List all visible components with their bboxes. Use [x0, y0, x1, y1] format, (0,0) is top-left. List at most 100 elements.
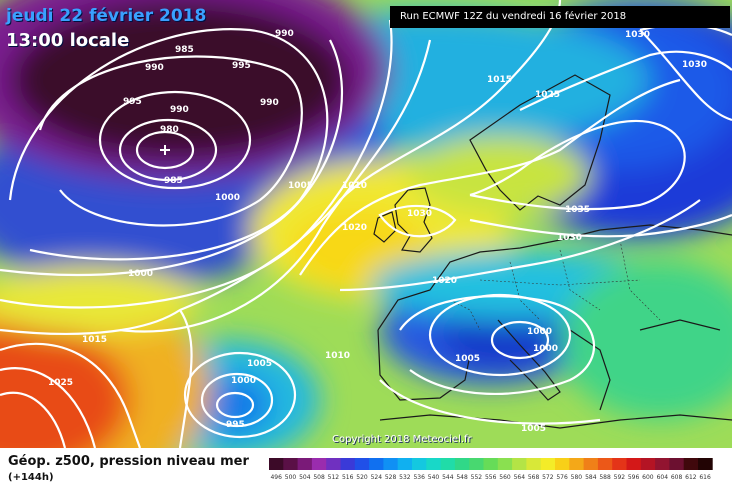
- scale-swatch: [469, 458, 484, 470]
- scale-swatch: [612, 458, 627, 470]
- scale-swatch: [597, 458, 613, 470]
- scale-tick-label: 496: [270, 474, 282, 481]
- scale-swatch: [640, 458, 656, 470]
- low-center-icon: [160, 145, 170, 155]
- scandinavia-coast: [469, 74, 611, 211]
- isobar-1010-west: [178, 309, 193, 448]
- scale-swatch: [354, 458, 370, 470]
- scale-tick-label: 596: [628, 474, 640, 481]
- isobar-label: 1010: [325, 351, 350, 361]
- scale-tick-label: 508: [313, 474, 325, 481]
- forecast-lead-time: (+144h): [8, 472, 54, 483]
- scale-tick-label: 576: [556, 474, 568, 481]
- low-marker: [160, 145, 170, 155]
- field-blue-cutoff: [200, 377, 270, 433]
- isobar-label: 1010: [342, 181, 367, 191]
- scale-swatch: [397, 458, 413, 470]
- isobar-1025-sw: [0, 391, 67, 448]
- scale-tick-label: 600: [642, 474, 654, 481]
- map-canvas: 985 990 990 995 995 990 990 980 985 1000…: [0, 0, 732, 448]
- scale-tick-label: 604: [657, 474, 669, 481]
- isobar-label: 980: [160, 125, 179, 135]
- coastlines: [373, 74, 732, 429]
- border-line: [619, 239, 661, 321]
- scale-tick-label: 548: [456, 474, 468, 481]
- scale-tick-label: 592: [614, 474, 626, 481]
- isobar-1025: [519, 50, 732, 111]
- africa-coast: [379, 414, 732, 429]
- isobar-1030: [378, 204, 457, 238]
- scale-tick-label: 500: [285, 474, 297, 481]
- isobar-label: 1005: [288, 181, 313, 191]
- isobar-label: 985: [175, 45, 194, 55]
- border-line: [559, 249, 601, 311]
- iberia-coast: [377, 329, 471, 401]
- scale-swatch: [512, 458, 527, 470]
- isobar-990: [98, 90, 252, 190]
- isobar-1015: [0, 0, 562, 336]
- scale-swatch: [326, 458, 341, 470]
- borders: [449, 239, 661, 331]
- isobar-label: 1000: [128, 269, 153, 279]
- border-line: [479, 279, 641, 286]
- isobar-1030b: [469, 213, 732, 238]
- isobar-label: 995: [123, 97, 142, 107]
- britain-coast: [394, 187, 433, 253]
- scale-swatch: [698, 458, 713, 470]
- scale-tick-label: 612: [685, 474, 697, 481]
- scale-tick-label: 524: [371, 474, 383, 481]
- italy-coast: [497, 319, 561, 401]
- run-banner: Run ECMWF 12Z du vendredi 16 février 201…: [390, 6, 730, 28]
- scale-tick-label: 520: [356, 474, 368, 481]
- isobar-1000-cutoff: [200, 372, 274, 428]
- isobar-1000b: [0, 39, 344, 277]
- isobar-label: 1025: [48, 378, 73, 388]
- forecast-date: jeudi 22 février 2018: [6, 6, 207, 26]
- isobar-label: 1000: [215, 193, 240, 203]
- scale-tick-label: 564: [514, 474, 526, 481]
- isobar-label: 1005: [247, 359, 272, 369]
- scale-swatch: [583, 458, 599, 470]
- scale-tick-label: 572: [542, 474, 554, 481]
- field-yellow-west: [0, 265, 200, 335]
- black-sea-coast: [639, 319, 721, 331]
- scale-swatch: [683, 458, 699, 470]
- copyright-notice: Copyright 2018 Meteociel.fr: [332, 434, 472, 445]
- isobar-label: 1015: [487, 75, 512, 85]
- field-dark-low: [10, 0, 350, 160]
- isobar-label: 1015: [82, 335, 107, 345]
- scale-swatch: [483, 458, 499, 470]
- scale-swatch: [269, 458, 284, 470]
- balkans-coast: [569, 329, 611, 411]
- scale-tick-label: 536: [413, 474, 425, 481]
- field-red-southwest: [0, 325, 130, 448]
- isobar-label: 1005: [455, 354, 480, 364]
- isobar-985: [118, 118, 218, 182]
- scale-tick-label: 556: [485, 474, 497, 481]
- isobar-980: [135, 130, 195, 170]
- isobar-label: 1035: [565, 205, 590, 215]
- scale-tick-label: 608: [671, 474, 683, 481]
- isobar-1000-italy: [490, 320, 550, 360]
- isobar-label: 1030: [682, 60, 707, 70]
- scale-tick-label: 552: [471, 474, 483, 481]
- isobars: [0, 0, 732, 448]
- forecast-time: 13:00 locale: [6, 30, 130, 51]
- isobar-label: 1000: [527, 327, 552, 337]
- legend-title: Géop. z500, pression niveau mer: [8, 454, 249, 469]
- scale-swatch: [297, 458, 313, 470]
- scale-tick-label: 516: [342, 474, 354, 481]
- europe-north-coast: [377, 224, 732, 331]
- ireland-coast: [373, 211, 397, 243]
- isobar-995: [38, 55, 303, 227]
- scale-swatch: [412, 458, 427, 470]
- field-green-east: [560, 260, 732, 420]
- isobar-1030d: [639, 29, 732, 122]
- scale-tick-label: 540: [428, 474, 440, 481]
- border-line: [449, 299, 481, 331]
- isobar-label: 1030: [557, 233, 582, 243]
- scale-tick-label: 616: [699, 474, 711, 481]
- scale-swatch: [626, 458, 642, 470]
- isobar-label: 1020: [432, 276, 457, 286]
